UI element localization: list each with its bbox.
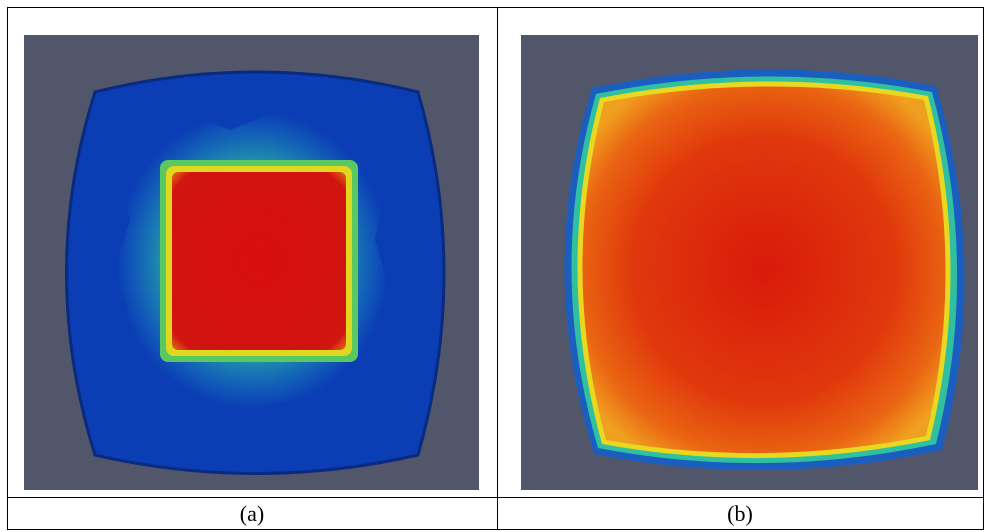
core — [172, 172, 346, 350]
frame — [7, 7, 984, 530]
frame-border — [7, 7, 984, 530]
panel-b-image — [521, 35, 978, 490]
caption: (a) — [240, 501, 264, 526]
domain-shape — [582, 86, 946, 454]
panel-a-image — [24, 35, 479, 490]
caption: (b) — [727, 501, 753, 526]
